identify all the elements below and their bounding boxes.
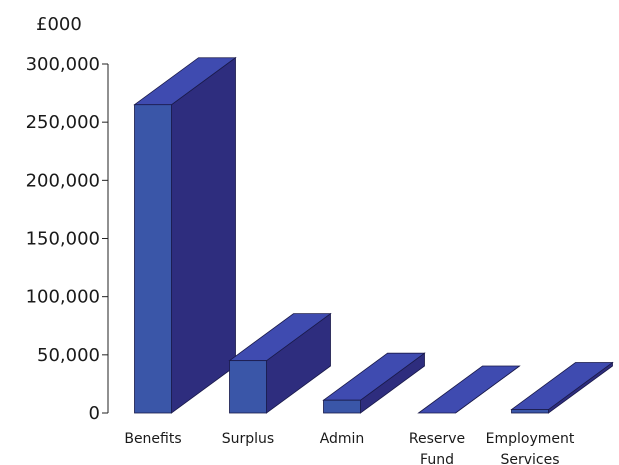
y-tick-label: 150,000 — [26, 229, 100, 250]
bar-front-face — [323, 399, 361, 414]
bar — [510, 361, 614, 414]
unit-label: £000 — [36, 14, 82, 35]
bars — [133, 56, 614, 414]
bar-top-face — [417, 365, 521, 414]
y-axis-ticks: 0 50,000 100,000 150,000 200,000 250,000 300,0… — [26, 54, 108, 424]
category-label: Employment Services — [486, 431, 575, 465]
bar-side-face — [171, 56, 236, 414]
bar — [417, 365, 521, 414]
category-label: Admin — [320, 431, 365, 447]
bar — [228, 312, 332, 414]
y-tick-label: 100,000 — [26, 287, 100, 308]
y-tick-label: 300,000 — [26, 54, 100, 75]
bar-front-face — [511, 409, 549, 414]
y-tick-label: 250,000 — [26, 112, 100, 133]
y-tick-label: 0 — [89, 403, 100, 424]
category-label: Benefits — [124, 431, 181, 447]
bar — [133, 56, 237, 414]
y-tick-label: 200,000 — [26, 170, 100, 191]
bar — [322, 352, 426, 414]
y-tick-label: 50,000 — [37, 345, 100, 366]
bar-front-face — [134, 104, 172, 414]
category-label: Surplus — [222, 431, 274, 447]
category-labels: Benefits Surplus Admin Reserve Fund Employmen… — [124, 431, 575, 465]
bar-front-face — [229, 360, 267, 414]
category-label: Reserve Fund — [409, 431, 465, 465]
